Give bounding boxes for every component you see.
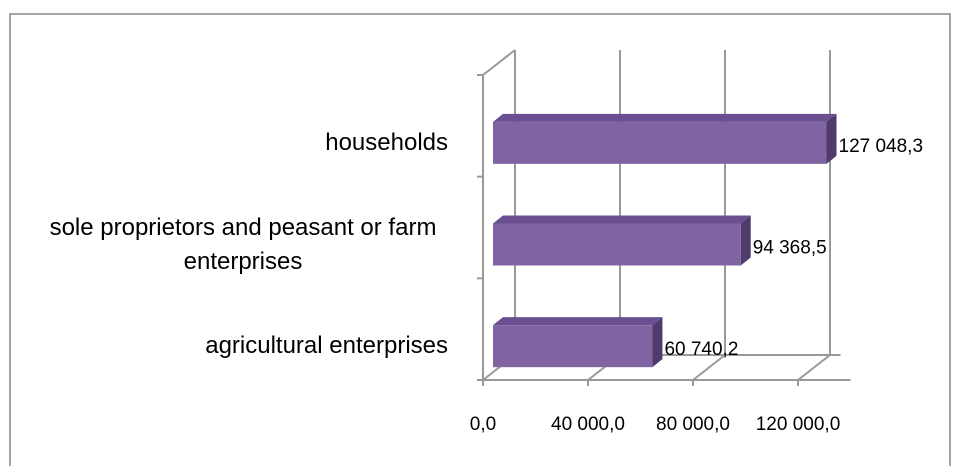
value-label: 60 740,2 — [664, 339, 738, 360]
bar — [493, 223, 741, 266]
x-tick-label: 80 000,0 — [656, 414, 730, 435]
bar-side — [740, 215, 751, 266]
bar-top — [493, 215, 751, 224]
bar-side — [652, 317, 663, 368]
category-label-box: households — [28, 98, 448, 188]
bar — [493, 121, 827, 164]
value-label: 94 368,5 — [753, 238, 827, 259]
y-tick-label: households — [325, 128, 448, 156]
category-label-box: agricultural enterprises — [28, 301, 448, 391]
grid-line — [692, 354, 726, 381]
y-tick-label: agricultural enterprises — [205, 332, 448, 360]
bar — [493, 325, 653, 368]
x-tick-label: 40 000,0 — [551, 414, 625, 435]
grid-line — [797, 354, 831, 381]
x-tick-label: 120 000,0 — [756, 414, 841, 435]
chart-border — [9, 13, 951, 466]
bar-top — [493, 113, 837, 122]
bar-side — [826, 113, 837, 164]
bar-top — [493, 317, 663, 326]
value-label: 127 048,3 — [839, 136, 924, 157]
y-tick-label: sole proprietors and peasant or farm ent… — [49, 213, 437, 275]
x-tick-label: 0,0 — [470, 414, 496, 435]
axis-line — [482, 49, 516, 76]
category-label-box: sole proprietors and peasant or farm ent… — [28, 200, 448, 290]
